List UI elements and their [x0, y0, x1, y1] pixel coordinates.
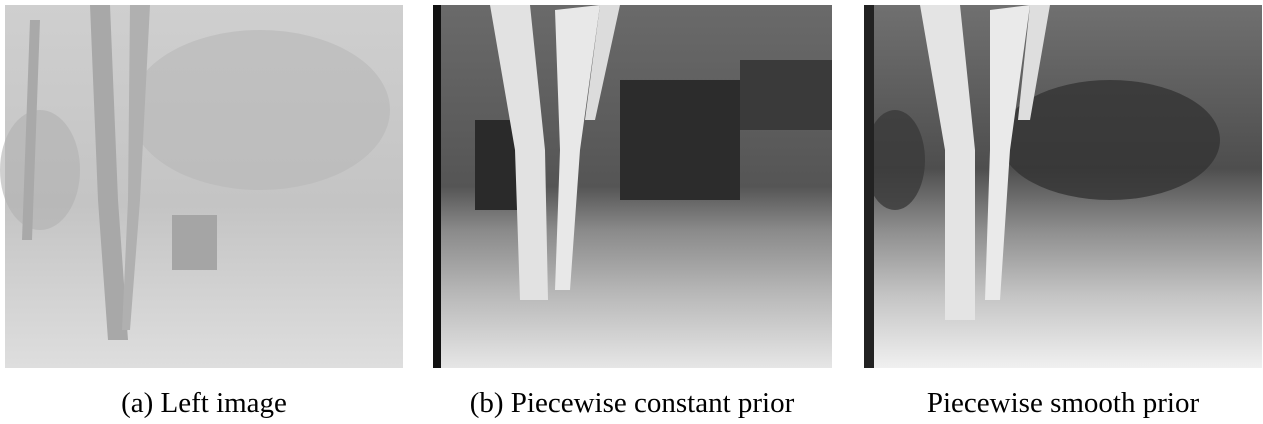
caption: Piecewise smooth prior	[927, 387, 1200, 419]
constant-prior-image	[433, 5, 832, 368]
caption: (b) Piecewise constant prior	[470, 387, 795, 419]
smooth-prior-image	[864, 5, 1262, 368]
caption: (a) Left image	[121, 387, 287, 419]
left-image	[0, 5, 403, 368]
